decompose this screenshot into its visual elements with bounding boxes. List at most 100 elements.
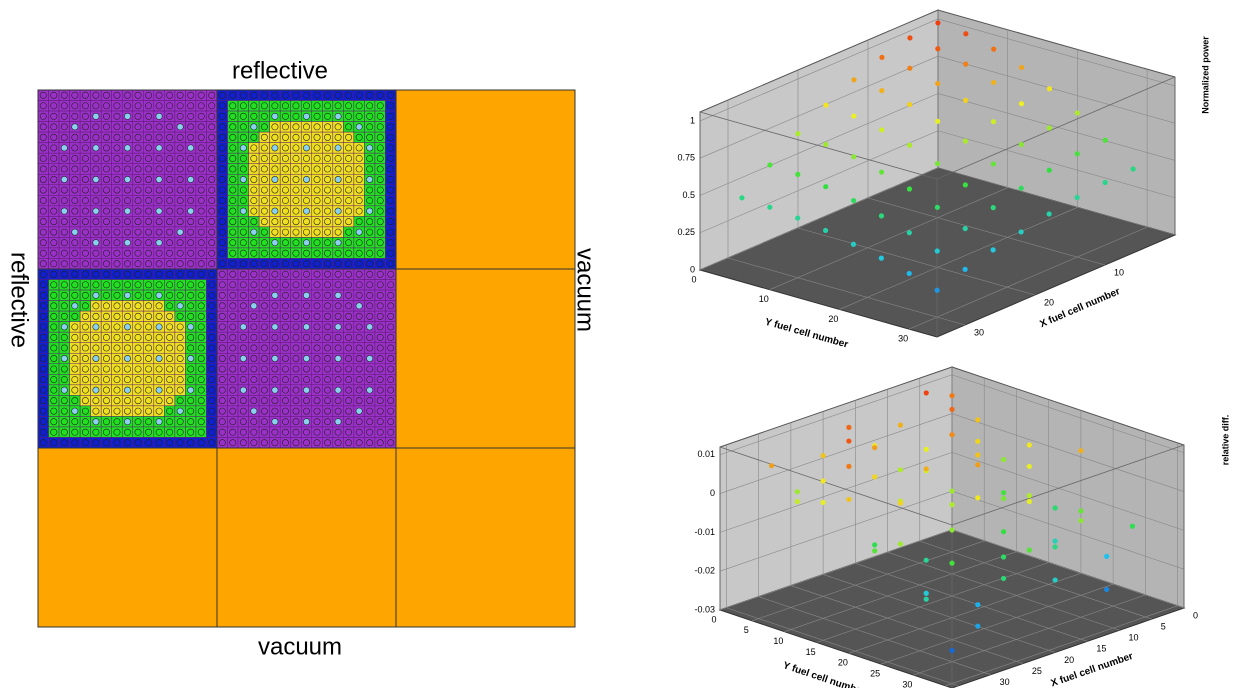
fuel-pin — [40, 218, 46, 224]
fuel-pin — [293, 124, 299, 130]
fuel-pin — [156, 313, 162, 319]
fuel-pin — [188, 197, 194, 203]
fuel-pin — [240, 282, 246, 288]
z-tick-label: -0.03 — [694, 604, 715, 614]
fuel-pin — [124, 155, 130, 161]
fuel-pin — [61, 376, 67, 382]
fuel-pin — [188, 419, 194, 425]
fuel-pin — [177, 366, 183, 372]
fuel-pin — [356, 187, 362, 193]
data-point — [949, 561, 954, 566]
fuel-pin — [356, 355, 362, 361]
fuel-pin — [219, 419, 225, 425]
fuel-pin — [103, 366, 109, 372]
fuel-pin — [240, 345, 246, 351]
fuel-pin — [166, 103, 172, 109]
fuel-pin — [282, 134, 288, 140]
fuel-pin — [345, 124, 351, 130]
fuel-pin — [51, 387, 57, 393]
fuel-pin — [324, 429, 330, 435]
fuel-pin — [324, 292, 330, 298]
fuel-pin — [93, 250, 99, 256]
fuel-pin — [388, 303, 394, 309]
fuel-pin — [61, 240, 67, 246]
fuel-pin — [219, 134, 225, 140]
fuel-pin — [156, 218, 162, 224]
fuel-pin — [345, 166, 351, 172]
data-point — [924, 447, 929, 452]
fuel-pin — [156, 429, 162, 435]
fuel-pin — [388, 355, 394, 361]
fuel-pin — [124, 440, 130, 446]
data-point — [872, 548, 877, 553]
fuel-pin — [314, 176, 320, 182]
fuel-pin — [388, 345, 394, 351]
fuel-pin — [377, 282, 383, 288]
x-tick-label: 25 — [1032, 666, 1042, 676]
fuel-pin — [261, 208, 267, 214]
data-point — [1103, 180, 1108, 185]
fuel-pin — [40, 376, 46, 382]
fuel-pin — [177, 218, 183, 224]
data-point — [949, 432, 954, 437]
fuel-pin — [145, 345, 151, 351]
fuel-pin — [293, 408, 299, 414]
fuel-pin — [219, 387, 225, 393]
fuel-pin — [40, 134, 46, 140]
fuel-pin — [61, 229, 67, 235]
fuel-pin — [93, 92, 99, 98]
fuel-pin — [114, 197, 120, 203]
fuel-pin — [103, 134, 109, 140]
fuel-pin — [367, 408, 373, 414]
guide-tube — [303, 387, 309, 393]
moderator — [396, 90, 575, 269]
fuel-pin — [145, 387, 151, 393]
guide-tube — [93, 208, 99, 214]
fuel-pin — [93, 408, 99, 414]
boundary-label: vacuum — [258, 633, 342, 660]
fuel-pin — [124, 345, 130, 351]
fuel-pin — [198, 208, 204, 214]
fuel-pin — [293, 334, 299, 340]
fuel-pin — [177, 355, 183, 361]
fuel-pin — [156, 408, 162, 414]
guide-tube — [61, 176, 67, 182]
fuel-pin — [156, 261, 162, 267]
fuel-pin — [272, 271, 278, 277]
fuel-pin — [356, 218, 362, 224]
fuel-pin — [377, 345, 383, 351]
fuel-pin — [114, 366, 120, 372]
data-point — [1027, 548, 1032, 553]
fuel-pin — [251, 197, 257, 203]
fuel-pin — [314, 166, 320, 172]
fuel-pin — [135, 345, 141, 351]
fuel-pin — [93, 303, 99, 309]
fuel-pin — [356, 366, 362, 372]
fuel-pin — [103, 355, 109, 361]
fuel-pin — [61, 440, 67, 446]
data-point — [963, 139, 968, 144]
fuel-pin — [114, 324, 120, 330]
fuel-pin — [82, 187, 88, 193]
moderator — [38, 448, 217, 627]
fuel-pin — [209, 282, 215, 288]
fuel-pin — [103, 292, 109, 298]
fuel-pin — [303, 429, 309, 435]
fuel-pin — [156, 282, 162, 288]
fuel-pin — [166, 187, 172, 193]
fuel-pin — [114, 292, 120, 298]
data-point — [879, 213, 884, 218]
fuel-pin — [82, 124, 88, 130]
fuel-pin — [367, 271, 373, 277]
fuel-pin — [240, 218, 246, 224]
fuel-pin — [272, 345, 278, 351]
fuel-pin — [230, 303, 236, 309]
fuel-pin — [103, 103, 109, 109]
fuel-pin — [230, 429, 236, 435]
fuel-pin — [40, 303, 46, 309]
fuel-pin — [314, 440, 320, 446]
moderator — [217, 448, 396, 627]
fuel-pin — [324, 261, 330, 267]
fuel-pin — [293, 387, 299, 393]
data-point — [879, 170, 884, 175]
